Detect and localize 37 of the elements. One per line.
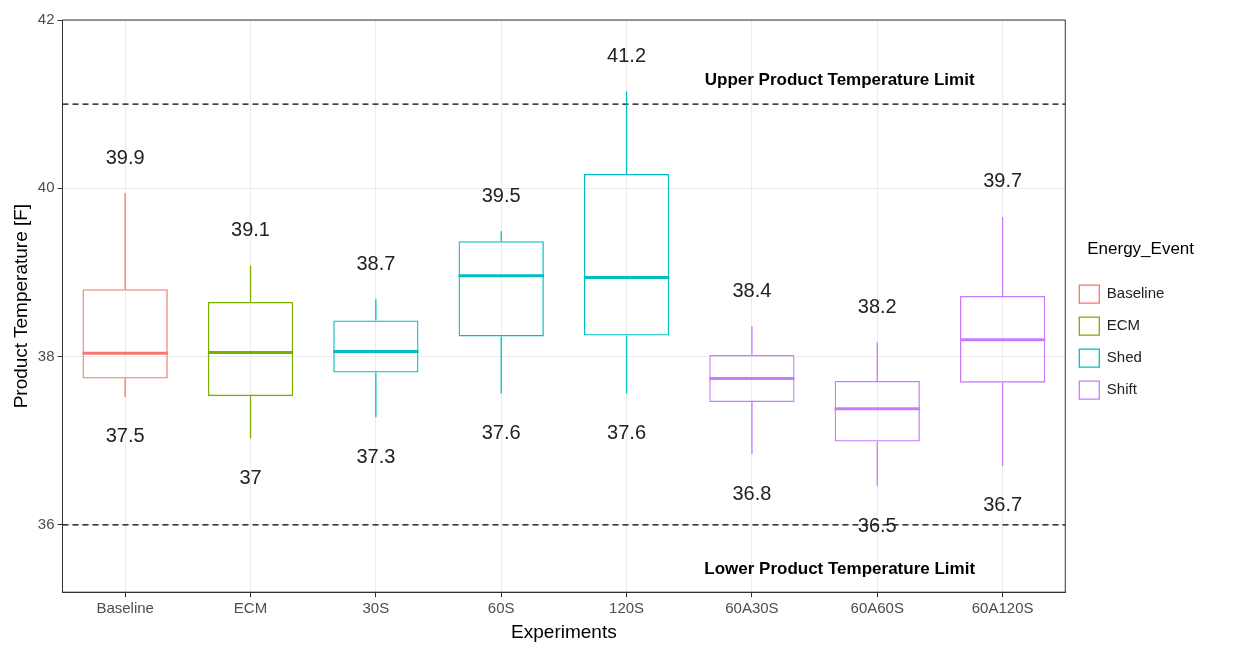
ref-line-label: Upper Product Temperature Limit	[704, 69, 975, 89]
annotation: 37	[239, 465, 262, 488]
annotation: 36.7	[983, 493, 1023, 516]
annotation: 36.8	[732, 481, 772, 504]
annotation: 39.1	[231, 218, 270, 241]
y-axis-title: Product Temperature [F]	[9, 203, 31, 409]
y-tick-label: 36	[37, 515, 55, 533]
x-tick-label: 60S	[487, 599, 515, 617]
legend-label: Shift	[1106, 380, 1179, 398]
x-tick-label: 60A60S	[850, 599, 904, 617]
x-axis-title: Experiments	[511, 620, 617, 642]
annotation: 39.7	[983, 169, 1023, 192]
annotation: 38.4	[732, 278, 772, 301]
y-tick-label: 40	[37, 178, 55, 196]
legend-label: Baseline	[1106, 284, 1206, 302]
annotation: 39.9	[105, 145, 145, 168]
y-tick-label: 38	[37, 346, 55, 364]
annotation: 41.2	[607, 44, 647, 67]
x-tick-label: 30S	[362, 599, 390, 617]
annotation: 39.5	[481, 183, 521, 206]
annotation: 37.5	[105, 424, 145, 447]
legend-label: ECM	[1106, 316, 1182, 334]
annotation: 37.6	[481, 421, 521, 444]
y-tick-label: 42	[37, 10, 55, 28]
ref-line-label: Lower Product Temperature Limit	[704, 558, 976, 578]
x-tick-label: 60A120S	[971, 599, 1034, 617]
x-tick-label: 120S	[609, 599, 645, 617]
legend-label: Shed	[1106, 348, 1184, 366]
x-tick-label: ECM	[233, 599, 268, 617]
legend-title: Energy_Event	[1087, 238, 1195, 258]
x-tick-label: 60A30S	[725, 599, 779, 617]
annotation: 36.5	[857, 513, 897, 536]
x-tick-label: Baseline	[96, 599, 154, 617]
annotation: 37.3	[356, 444, 396, 467]
annotation: 38.2	[857, 294, 897, 317]
annotation: 37.6	[607, 421, 647, 444]
annotation: 38.7	[356, 251, 396, 274]
